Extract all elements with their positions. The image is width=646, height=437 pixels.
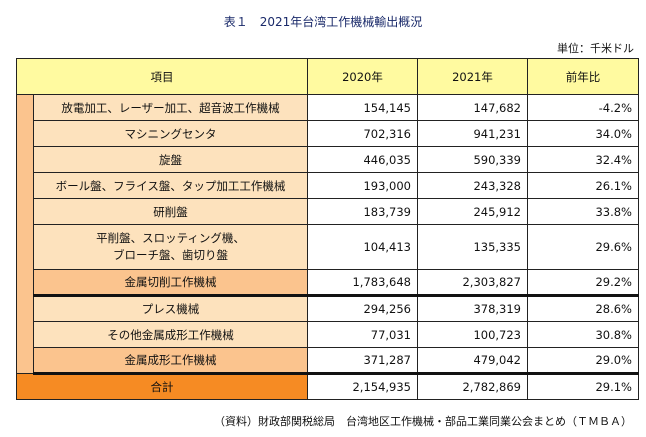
header-2021: 2021年 [417, 58, 528, 95]
value-ratio: 29.1% [527, 373, 639, 400]
value-2021: 941,231 [417, 120, 528, 147]
value-ratio: 29.2% [527, 269, 639, 297]
value-2021: 2,303,827 [417, 269, 528, 297]
row-label: マシニングセンタ [33, 120, 308, 147]
value-2021: 147,682 [417, 94, 528, 121]
subtotal-row: 金属切削工作機械 1,783,648 2,303,827 29.2% [17, 269, 639, 297]
row-label-line2: ブローチ盤、歯切り盤 [113, 248, 228, 262]
value-ratio: 32.4% [527, 146, 639, 173]
value-2020: 371,287 [307, 347, 418, 375]
value-ratio: -4.2% [527, 94, 639, 121]
value-2020: 104,413 [307, 224, 418, 270]
value-2021: 243,328 [417, 172, 528, 199]
header-item: 項目 [16, 58, 308, 95]
value-2021: 245,912 [417, 198, 528, 225]
row-label: 放電加工、レーザー加工、超音波工作機械 [33, 94, 308, 121]
table-row: プレス機械 294,256 378,319 28.6% [16, 295, 639, 374]
row-label: ボール盤、フライス盤、タップ加工工作機械 [33, 172, 308, 199]
value-ratio: 26.1% [527, 172, 639, 199]
table-row: 旋盤 446,035 590,339 32.4% [17, 146, 639, 173]
unit-label: 単位：千米ドル [557, 42, 634, 55]
table-row: その他金属成形工作機械 77,031 100,723 30.8% [17, 321, 639, 348]
value-2020: 183,739 [307, 198, 418, 225]
row-label: プレス機械 [33, 295, 308, 322]
value-ratio: 28.6% [527, 295, 639, 322]
value-2021: 2,782,869 [417, 373, 528, 400]
row-label-line1: 平削盤、スロッティング機、 [96, 231, 245, 245]
row-label: 金属成形工作機械 [33, 347, 308, 375]
value-2020: 154,145 [307, 94, 418, 121]
value-ratio: 34.0% [527, 120, 639, 147]
row-label: 研削盤 [33, 198, 308, 225]
header-ratio: 前年比 [527, 58, 639, 95]
value-ratio: 30.8% [527, 321, 639, 348]
value-2021: 100,723 [417, 321, 528, 348]
value-2020: 2,154,935 [307, 373, 418, 400]
value-2021: 378,319 [417, 295, 528, 322]
row-label: 旋盤 [33, 146, 308, 173]
value-2021: 479,042 [417, 347, 528, 375]
value-ratio: 29.6% [527, 224, 639, 270]
row-label: 合計 [16, 373, 308, 400]
source-note: （資料）財政部関税総局 台湾地区工作機械・部品工業同業公会まとめ（ＴＭＢＡ） [214, 415, 632, 428]
table-row: 平削盤、スロッティング機、 ブローチ盤、歯切り盤 104,413 135,335 … [17, 224, 639, 270]
value-2020: 1,783,648 [307, 269, 418, 297]
row-label: 金属切削工作機械 [33, 269, 308, 297]
table-row: 放電加工、レーザー加工、超音波工作機械 154,145 147,682 -4.2… [16, 94, 639, 296]
value-2020: 77,031 [307, 321, 418, 348]
value-2021: 135,335 [417, 224, 528, 270]
value-2020: 294,256 [307, 295, 418, 322]
table-title: 表１ 2021年台湾工作機械輸出概況 [223, 15, 423, 29]
value-2020: 702,316 [307, 120, 418, 147]
group-stripe-cutting [16, 94, 34, 296]
table-row: マシニングセンタ 702,316 941,231 34.0% [17, 120, 639, 147]
total-row: 合計 2,154,935 2,782,869 29.1% [16, 373, 639, 400]
row-label: その他金属成形工作機械 [33, 321, 308, 348]
value-2021: 590,339 [417, 146, 528, 173]
table-row: ボール盤、フライス盤、タップ加工工作機械 193,000 243,328 26.… [17, 172, 639, 199]
header-2020: 2020年 [307, 58, 418, 95]
subtotal-row: 金属成形工作機械 371,287 479,042 29.0% [17, 347, 639, 375]
group-stripe-forming [16, 295, 34, 374]
value-2020: 446,035 [307, 146, 418, 173]
export-table: 項目 2020年 2021年 前年比 放電加工、レーザー加工、超音波工作機械 1… [16, 58, 639, 400]
value-ratio: 29.0% [527, 347, 639, 375]
value-2020: 193,000 [307, 172, 418, 199]
table-row: 研削盤 183,739 245,912 33.8% [17, 198, 639, 225]
header-row: 項目 2020年 2021年 前年比 [16, 58, 639, 95]
row-label: 平削盤、スロッティング機、 ブローチ盤、歯切り盤 [33, 224, 308, 270]
value-ratio: 33.8% [527, 198, 639, 225]
